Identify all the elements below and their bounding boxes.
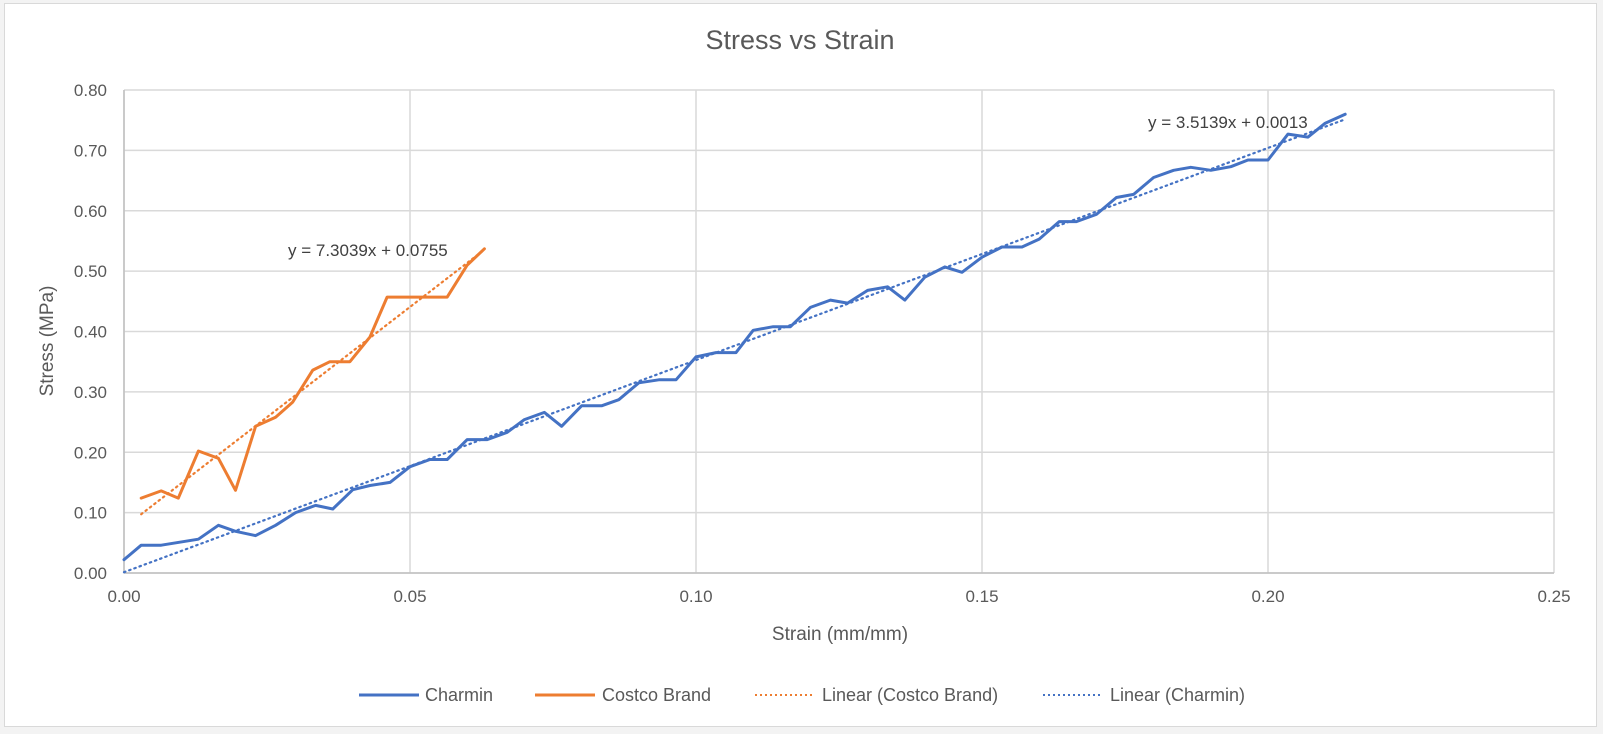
chart-title: Stress vs Strain xyxy=(705,25,894,55)
y-tick-label: 0.20 xyxy=(74,443,107,462)
y-tick-label: 0.50 xyxy=(74,262,107,281)
series-line-linear-costco-brand[interactable] xyxy=(140,248,486,516)
series-line-costco-brand[interactable] xyxy=(139,247,486,500)
x-axis-title: Strain (mm/mm) xyxy=(772,624,908,645)
axes xyxy=(123,90,1554,574)
series-layer xyxy=(122,112,1347,574)
series-line-linear-charmin[interactable] xyxy=(122,118,1347,574)
y-tick-label: 0.30 xyxy=(74,383,107,402)
x-tick-label: 0.20 xyxy=(1251,587,1284,606)
legend-item-linear-costco[interactable]: Linear (Costco Brand) xyxy=(755,685,998,705)
legend-item-linear-charmin[interactable]: Linear (Charmin) xyxy=(1043,685,1245,705)
y-tick-label: 0.10 xyxy=(74,504,107,523)
y-tick-labels: 0.00 0.10 0.20 0.30 0.40 0.50 0.60 0.70 0.80 xyxy=(74,81,107,583)
x-tick-label: 0.00 xyxy=(107,587,140,606)
legend-label-costco: Costco Brand xyxy=(602,685,711,705)
trendline-equation-charmin: y = 3.5139x + 0.0013 xyxy=(1148,113,1308,132)
y-tick-label: 0.80 xyxy=(74,81,107,100)
gridlines xyxy=(123,89,1555,574)
series-line-charmin[interactable] xyxy=(122,112,1347,562)
x-tick-label: 0.25 xyxy=(1537,587,1570,606)
x-tick-label: 0.10 xyxy=(679,587,712,606)
legend-item-costco[interactable]: Costco Brand xyxy=(535,685,711,705)
x-tick-label: 0.05 xyxy=(393,587,426,606)
legend-label-linear-costco: Linear (Costco Brand) xyxy=(822,685,998,705)
y-axis-title: Stress (MPa) xyxy=(37,286,58,397)
y-tick-label: 0.00 xyxy=(74,564,107,583)
y-tick-label: 0.60 xyxy=(74,202,107,221)
y-tick-label: 0.70 xyxy=(74,141,107,160)
x-tick-labels: 0.00 0.05 0.10 0.15 0.20 0.25 xyxy=(107,587,1570,606)
legend-label-charmin: Charmin xyxy=(425,685,493,705)
x-tick-label: 0.15 xyxy=(965,587,998,606)
trendline-equation-costco: y = 7.3039x + 0.0755 xyxy=(288,241,448,260)
legend: Charmin Costco Brand Linear (Costco Bran… xyxy=(359,685,1245,705)
y-tick-label: 0.40 xyxy=(74,323,107,342)
legend-label-linear-charmin: Linear (Charmin) xyxy=(1110,685,1245,705)
legend-item-charmin[interactable]: Charmin xyxy=(359,685,493,705)
